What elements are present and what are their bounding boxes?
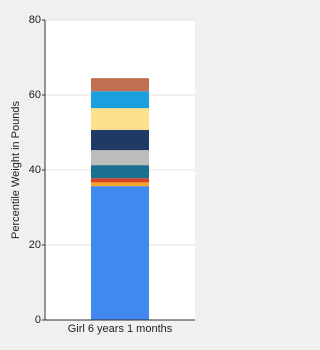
y-tick-label: 0 — [35, 314, 41, 326]
y-tick-label: 80 — [29, 14, 41, 26]
bar-segment — [91, 182, 149, 187]
bar-segment — [91, 129, 149, 151]
bar-segment — [91, 186, 149, 320]
bar-segment — [91, 91, 149, 109]
y-tick-label: 20 — [29, 239, 41, 251]
y-axis-label: Percentile Weight in Pounds — [10, 101, 22, 239]
bar-segment — [91, 165, 149, 179]
chart: Percentile Weight in Pounds 0 20 40 60 80 Gir… — [10, 14, 195, 335]
bar-segment — [91, 78, 149, 92]
bar-segment — [91, 108, 149, 130]
x-tick-label: Girl 6 years 1 months — [68, 323, 173, 335]
bar-segment — [91, 150, 149, 166]
bar-segment — [91, 178, 149, 183]
y-tick-label: 40 — [29, 164, 41, 176]
y-tick-label: 60 — [29, 89, 41, 101]
